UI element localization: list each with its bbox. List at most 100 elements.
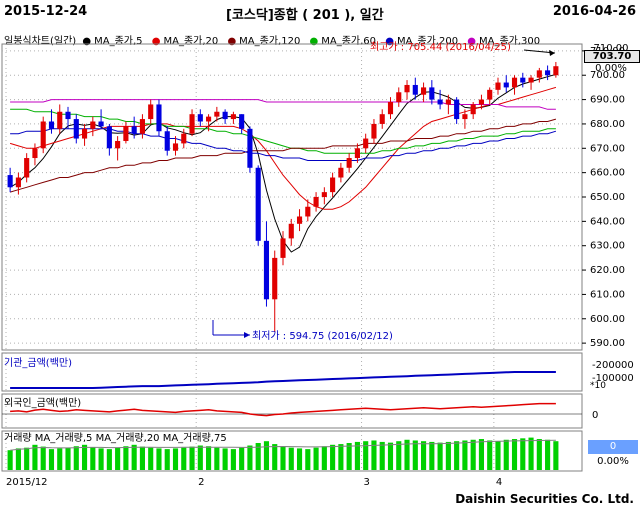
candle-body [445,99,451,105]
volume-bar [123,446,129,470]
volume-bar [396,441,402,470]
y-tick-label: 690.00 [590,95,625,106]
volume-bar [106,449,112,470]
volume-bar [222,448,228,470]
candle-body [106,126,112,149]
candle-body [404,84,410,93]
candle-body [172,143,179,151]
low-annotation: 최저가 : 594.75 (2016/02/12) [252,330,393,342]
candle-body [189,114,195,134]
foreign-series [10,402,556,417]
low-arrow-head [244,332,250,338]
candle-body [139,119,145,134]
volume-bar [412,440,418,470]
volume-bar [528,437,534,470]
volume-bar [553,441,559,470]
volume-pct: 0.00% [597,456,629,467]
institution-series [10,371,556,389]
legend-ma20[interactable]: ● MA_종가,20 [151,36,219,47]
candle-body [454,99,460,120]
volume-bar [214,447,220,470]
candle-body [437,99,443,105]
candle-body [48,121,55,129]
volume-bar [429,441,435,470]
candle-body [321,192,327,197]
candle-body [247,128,253,168]
candle-body [7,175,13,188]
institution-tick-1: -200000 [592,360,634,371]
institution-panel-border [1,352,583,392]
volume-bar [239,447,245,470]
candle-body [363,138,369,149]
candle-body [65,111,71,120]
volume-bar [7,450,13,470]
y-axis-ticks: 590.00 600.00 610.00 620.00 630.00 640.00 650.… [582,46,625,349]
y-tick-label: 630.00 [590,241,625,252]
candle-body [296,216,303,224]
volume-bar [81,444,88,470]
legend-ma60[interactable]: ● MA_종가,60 [309,36,377,47]
legend-ma120[interactable]: ● MA_종가,120 [227,36,301,47]
candle-body [239,114,245,129]
volume-bar [462,440,468,470]
candle-body [255,167,261,241]
candle-body [313,197,319,207]
candle-body [123,126,129,141]
volume-bar [346,443,352,470]
volume-bar [32,444,38,470]
volume-bar [263,441,270,470]
legend-ma200[interactable]: ● MA_종가,200 [385,36,459,47]
y-tick-label: 680.00 [590,119,625,130]
candle-body [280,238,286,258]
ma300-line [10,99,556,110]
volume-bar [387,442,394,470]
candle-body [487,89,493,100]
volume-bar [57,448,63,470]
volume-bar [545,439,551,470]
candle-body [528,77,534,83]
ma200-line [10,128,557,161]
legend-ma300[interactable]: ● MA_종가,300 [467,36,541,47]
candle-body [462,114,468,120]
volume-bar [288,447,294,470]
volume-bar [487,440,493,470]
candle-body [57,111,63,129]
volume-value-box: 0 [588,440,638,454]
volume-bar [280,446,286,470]
volume-bar [230,449,236,470]
candle-body [495,82,501,90]
candle-body [40,121,46,149]
y-tick-label: 590.00 [590,338,625,349]
candle-body [206,116,212,122]
y-tick-label: 700.00 [590,70,625,81]
candle-body [387,102,394,115]
candle-body [429,87,435,100]
legend-ma5[interactable]: ● MA_종가,5 [82,36,143,47]
candle-body [545,70,551,76]
legend: 일봉식차트(일간) ● MA_종가,5 ● MA_종가,20 ● MA_종가,120 … [4,32,546,47]
institution-tick-2: -100000 [592,373,634,384]
candle-body [148,104,154,120]
candle-body [396,92,402,103]
candle-body [156,104,162,132]
candle-body [520,77,526,83]
ma-lines [9,73,557,253]
candle-body [24,158,30,178]
x-axis-label: 2 [198,477,204,488]
candle-body [421,87,427,95]
volume-bar [495,441,501,470]
volume-bar [172,448,179,470]
candle-body [379,114,385,124]
legend-chart-name: 일봉식차트(일간) [4,36,77,47]
volume-bar [131,444,137,470]
volume-bar [313,447,319,470]
candle-body [346,158,352,168]
volume-bar [338,444,344,470]
candle-body [81,128,88,139]
foreign-line [2,402,582,417]
y-tick-label: 610.00 [590,289,625,300]
volume-bar [454,441,460,470]
high-annotation: 최고가 : 705.44 (2016/04/25) [370,41,511,53]
volume-bar [206,446,212,470]
